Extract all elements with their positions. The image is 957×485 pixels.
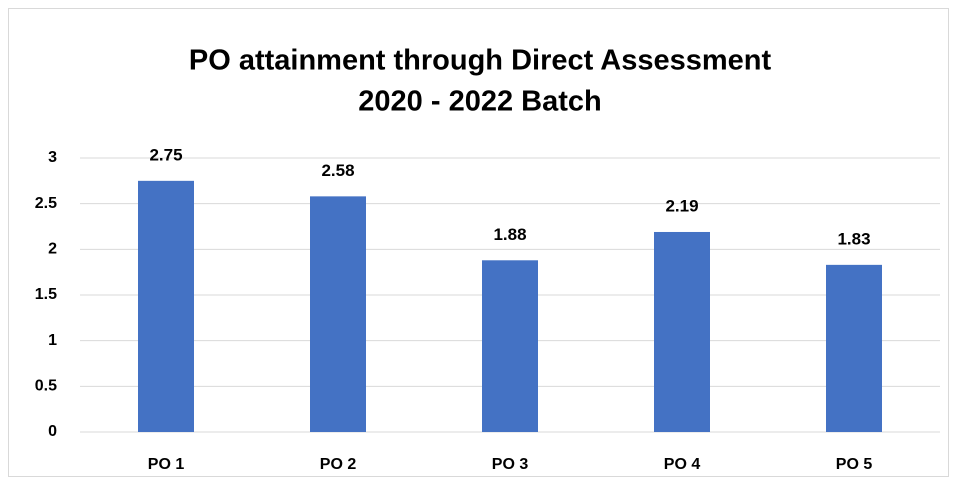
bar (310, 196, 366, 432)
x-tick-label: PO 5 (836, 456, 873, 473)
y-tick-label: 2 (48, 241, 57, 258)
bar (482, 260, 538, 432)
y-tick-label: 3 (48, 149, 57, 166)
x-tick-label: PO 3 (492, 456, 529, 473)
y-tick-label: 1.5 (35, 286, 57, 303)
x-tick-label: PO 2 (320, 456, 357, 473)
y-tick-label: 0 (48, 423, 57, 440)
data-label: 2.75 (149, 145, 182, 164)
data-label: 2.58 (321, 161, 354, 180)
x-tick-label: PO 4 (664, 456, 701, 473)
y-tick-label: 0.5 (35, 378, 57, 395)
bar (654, 231, 710, 432)
x-tick-label: PO 1 (148, 456, 185, 473)
chart-title: PO attainment through Direct Assessment (189, 45, 772, 77)
data-label: 1.88 (493, 225, 526, 244)
data-label: 1.83 (837, 229, 870, 248)
data-label: 2.19 (665, 196, 698, 215)
chart-title: 2020 - 2022 Batch (358, 86, 601, 118)
bar (826, 264, 882, 432)
bar (138, 180, 194, 432)
y-tick-label: 2.5 (35, 195, 57, 212)
y-tick-label: 1 (48, 332, 57, 349)
